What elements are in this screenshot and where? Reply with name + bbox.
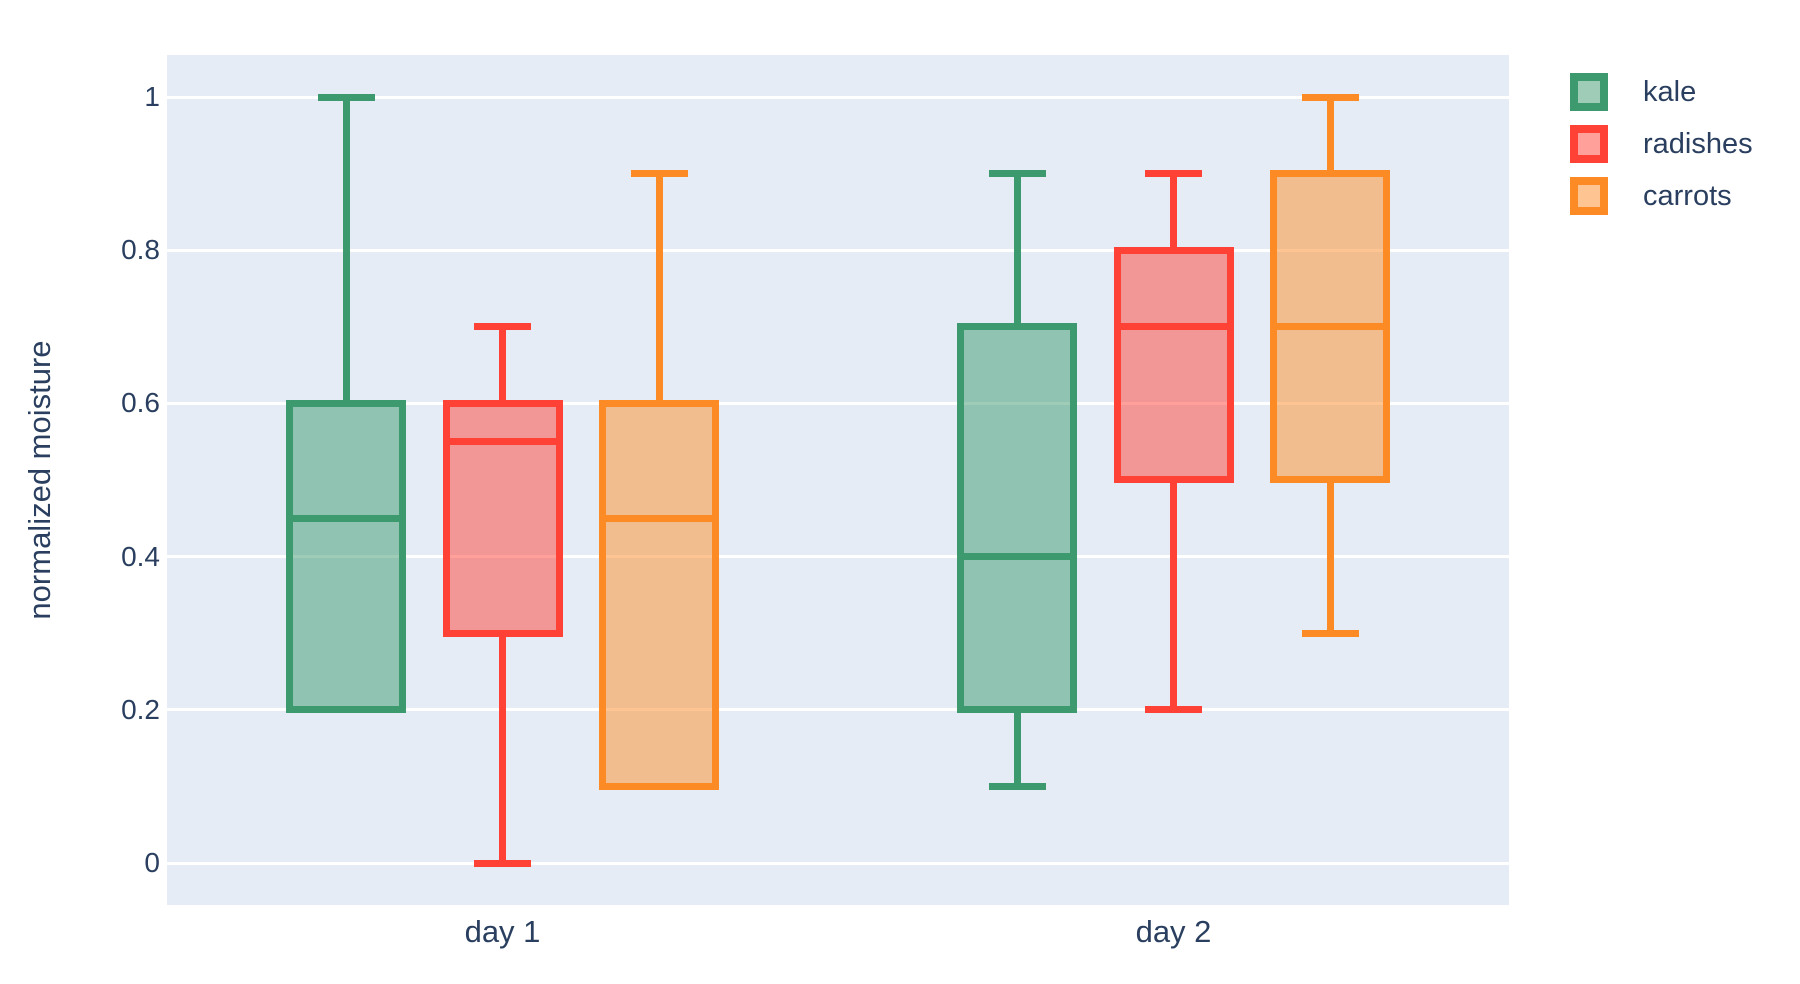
legend-item-radishes[interactable]: radishes xyxy=(1570,125,1753,163)
gridline-1 xyxy=(167,95,1509,99)
legend-swatch-carrots-icon xyxy=(1570,177,1608,215)
legend-swatch-radishes-icon xyxy=(1570,125,1608,163)
whisker-upper-line xyxy=(1013,173,1021,327)
legend-item-kale[interactable]: kale xyxy=(1570,73,1753,111)
box-rect[interactable] xyxy=(1113,246,1234,484)
y-axis-title: normalized moisture xyxy=(22,340,57,620)
box-rect[interactable] xyxy=(286,399,406,714)
whisker-upper-cap xyxy=(988,170,1046,178)
legend-item-carrots[interactable]: carrots xyxy=(1570,177,1753,215)
whisker-lower-line xyxy=(1326,480,1334,634)
median-line xyxy=(446,438,559,446)
legend-label: radishes xyxy=(1643,128,1753,160)
whisker-upper-cap xyxy=(630,170,688,178)
whisker-upper-cap xyxy=(1145,170,1202,178)
whisker-upper-line xyxy=(1170,173,1177,251)
whisker-upper-cap xyxy=(474,323,531,331)
median-line xyxy=(1273,323,1387,331)
x-tick-label-day-1: day 1 xyxy=(464,914,541,949)
whisker-upper-line xyxy=(655,173,663,404)
median-line xyxy=(1117,323,1230,331)
legend-label: carrots xyxy=(1643,180,1732,212)
plot-area xyxy=(167,55,1509,905)
whisker-lower-line xyxy=(1013,709,1021,787)
whisker-upper-line xyxy=(1326,97,1334,174)
median-line xyxy=(602,514,716,522)
y-tick-label-0.8: 0.8 xyxy=(121,234,160,266)
y-tick-label-1: 1 xyxy=(144,81,160,112)
box-rect[interactable] xyxy=(599,399,719,790)
whisker-upper-line xyxy=(499,326,506,404)
x-tick-label-day-2: day 2 xyxy=(1135,914,1212,949)
legend-swatch-kale-icon xyxy=(1570,73,1608,111)
box-rect[interactable] xyxy=(957,323,1077,714)
box-rect[interactable] xyxy=(442,399,563,637)
y-tick-label-0.4: 0.4 xyxy=(121,540,160,572)
whisker-lower-cap xyxy=(474,859,531,867)
gridline-0.6 xyxy=(167,401,1509,405)
median-line xyxy=(289,514,403,522)
legend: kale radishes carrots xyxy=(1570,73,1753,229)
whisker-lower-line xyxy=(499,633,506,863)
gridline-0.8 xyxy=(167,248,1509,252)
whisker-lower-cap xyxy=(1301,629,1359,637)
whisker-upper-cap xyxy=(317,93,375,101)
y-tick-label-0: 0 xyxy=(144,847,160,878)
whisker-lower-cap xyxy=(988,782,1046,790)
gridline-0.4 xyxy=(167,555,1509,559)
y-tick-label-0.2: 0.2 xyxy=(121,693,160,725)
whisker-upper-line xyxy=(342,97,350,404)
whisker-upper-cap xyxy=(1301,93,1359,101)
gridline-0 xyxy=(167,861,1509,865)
median-line xyxy=(960,553,1074,561)
whisker-lower-line xyxy=(1170,480,1177,710)
whisker-lower-cap xyxy=(1145,706,1202,714)
gridline-0.2 xyxy=(167,708,1509,712)
y-tick-label-0.6: 0.6 xyxy=(121,387,160,419)
legend-label: kale xyxy=(1643,76,1697,108)
